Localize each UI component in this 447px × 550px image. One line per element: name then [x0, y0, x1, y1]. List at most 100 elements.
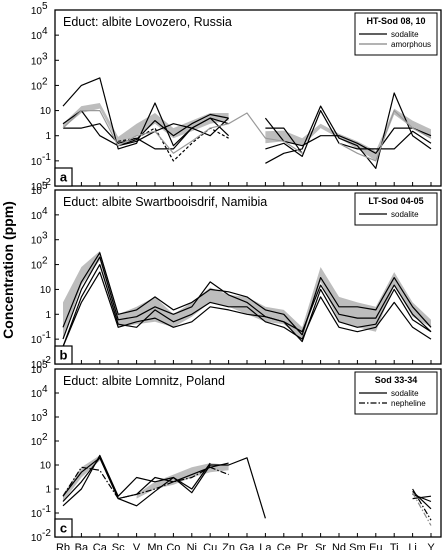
y-tick-label: 1 — [45, 131, 51, 142]
y-tick-label: 10 — [31, 6, 43, 17]
series-line-sodalite — [62, 256, 432, 340]
y-tick-label: 10 — [31, 186, 43, 197]
x-tick-label: Ca — [93, 542, 108, 550]
y-tick-label: 10 — [31, 236, 43, 247]
x-axis: Rb Ba Ca Sc V Mn Co Ni Cu Zn Ga La Ce Pr Sr Nd Sm Eu Ti Li Y — [56, 542, 435, 550]
y-tick-label: 10 — [31, 437, 43, 448]
series-line-sodalite — [118, 117, 432, 154]
y-tick-label: 10 — [31, 81, 43, 92]
y-tick-exponent: -2 — [42, 528, 51, 539]
y-tick-exponent: 3 — [42, 408, 48, 419]
panel-label-box — [54, 345, 73, 365]
series-line-sodalite — [62, 110, 432, 157]
y-tick-label: 10 — [31, 365, 43, 376]
x-tick-label: Ni — [187, 542, 197, 550]
y-tick-label: 10 — [40, 285, 52, 296]
legend-item-nepheline: nepheline — [391, 399, 426, 408]
y-tick-label: 1 — [45, 310, 51, 321]
series-line-sodalite — [62, 454, 432, 507]
series-line-sodalite — [62, 271, 432, 347]
x-tick-label: La — [259, 542, 272, 550]
y-tick-label: 10 — [31, 533, 43, 544]
y-tick-label: 10 — [31, 413, 43, 424]
x-tick-label: Co — [166, 542, 180, 550]
panel-label-box — [54, 518, 73, 538]
y-tick-label: 10 — [31, 261, 43, 272]
x-tick-label: Sr — [315, 542, 326, 550]
series-line-nepheline — [412, 492, 432, 526]
shaded-field — [63, 251, 431, 340]
y-tick-label: 10 — [31, 335, 43, 346]
y-tick-exponent: -2 — [42, 177, 51, 188]
y-tick-label: 10 — [40, 106, 52, 117]
y-tick-exponent: 5 — [42, 1, 48, 12]
y-tick-label: 10 — [31, 31, 43, 42]
y-tick-label: 10 — [31, 509, 43, 520]
legend-title: LT-Sod 04-05 — [368, 196, 423, 206]
y-tick-exponent: -1 — [42, 152, 51, 163]
y-tick-label: 10 — [31, 157, 43, 168]
y-tick-label: 10 — [31, 389, 43, 400]
panel-label: b — [60, 348, 68, 363]
shaded-field — [63, 455, 100, 502]
x-tick-label: Ga — [240, 542, 256, 550]
series-line-amorphous — [62, 110, 432, 162]
x-tick-label: Cu — [203, 542, 217, 550]
y-tick-exponent: 3 — [42, 51, 48, 62]
panel-title: Educt: albite Lovozero, Russia — [63, 15, 232, 29]
x-tick-label: Sm — [349, 542, 366, 550]
y-tick-label: 10 — [40, 461, 52, 472]
legend-title: Sod 33-34 — [375, 375, 418, 385]
panel-label-box — [54, 167, 73, 187]
panel-label: c — [60, 521, 67, 536]
y-tick-label: 10 — [31, 211, 43, 222]
x-tick-label: Mn — [147, 542, 162, 550]
series-line-nepheline — [62, 466, 432, 521]
legend-item-amorphous: amorphous — [391, 40, 431, 49]
y-tick-exponent: 4 — [42, 384, 48, 395]
y-tick-exponent: -1 — [42, 330, 51, 341]
legend-item-sodalite: sodalite — [391, 210, 419, 219]
panel-title: Educt: albite Lomnitz, Poland — [63, 374, 225, 388]
y-tick-exponent: -1 — [42, 504, 51, 515]
series-line-sodalite — [63, 117, 303, 154]
x-tick-label: Pr — [297, 542, 308, 550]
y-tick-exponent: 5 — [42, 360, 48, 371]
y-tick-exponent: 4 — [42, 26, 48, 37]
y-tick-label: 10 — [31, 56, 43, 67]
legend-title: HT-Sod 08, 10 — [366, 16, 425, 26]
x-tick-label: Ce — [277, 542, 291, 550]
panel-title: Educt: albite Swartbooisdrif, Namibia — [63, 195, 267, 209]
x-tick-label: Sc — [112, 542, 125, 550]
x-tick-label: Eu — [369, 542, 382, 550]
x-tick-label: Nd — [332, 542, 346, 550]
y-tick-exponent: 4 — [42, 206, 48, 217]
y-axis-label: Concentration (ppm) — [0, 201, 16, 339]
x-tick-label: V — [133, 542, 141, 550]
y-tick-exponent: 3 — [42, 231, 48, 242]
y-tick-exponent: 5 — [42, 181, 48, 192]
series-line-sodalite — [62, 252, 432, 336]
x-tick-label: Li — [408, 542, 417, 550]
x-tick-label: Y — [427, 542, 435, 550]
legend-item-sodalite: sodalite — [391, 30, 419, 39]
legend-item-sodalite: sodalite — [391, 389, 419, 398]
y-tick-exponent: -2 — [42, 355, 51, 366]
y-tick-label: 10 — [31, 182, 43, 193]
y-tick-exponent: 2 — [42, 256, 48, 267]
y-tick-label: 10 — [31, 360, 43, 371]
x-tick-label: Zn — [222, 542, 235, 550]
y-tick-exponent: 2 — [42, 76, 48, 87]
y-tick-label: 1 — [45, 485, 51, 496]
x-tick-label: Ba — [75, 542, 89, 550]
y-tick-exponent: 2 — [42, 432, 48, 443]
legend-box — [354, 192, 438, 226]
x-tick-label: Ti — [390, 542, 399, 550]
panel-label: a — [60, 170, 68, 185]
x-tick-label: Rb — [56, 542, 70, 550]
